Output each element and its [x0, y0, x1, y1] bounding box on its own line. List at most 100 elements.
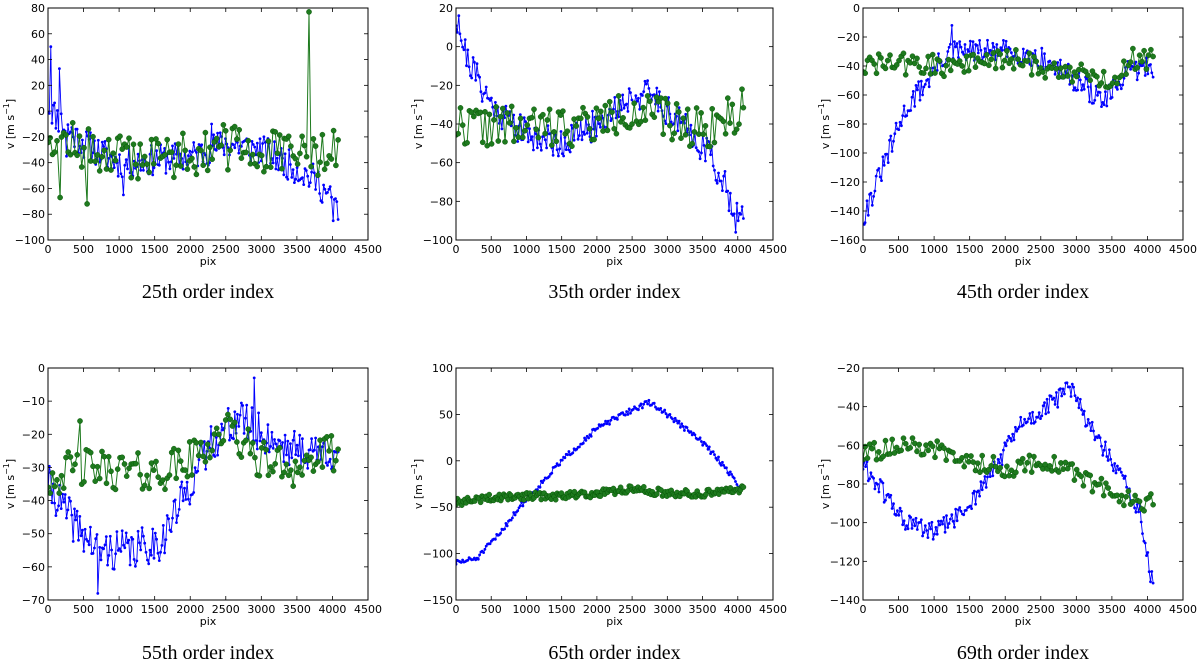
data-point-blue	[881, 481, 885, 485]
data-point-blue	[462, 48, 466, 52]
data-point-green	[292, 458, 299, 465]
data-point-green	[598, 108, 604, 115]
data-point-blue	[929, 527, 932, 531]
data-point-blue	[901, 523, 905, 527]
data-point-green	[729, 101, 736, 108]
data-point-green	[629, 121, 635, 127]
data-point-green	[153, 458, 159, 465]
data-point-blue	[237, 151, 241, 155]
data-point-green	[586, 126, 593, 132]
data-point-green	[986, 62, 992, 69]
x-tick-label: 4500	[1169, 243, 1197, 256]
data-point-blue	[1053, 403, 1057, 406]
data-point-green	[1150, 501, 1156, 508]
data-point-green	[470, 113, 477, 120]
y-tick-label: −40	[837, 401, 860, 414]
data-point-blue	[115, 530, 119, 533]
data-point-blue	[560, 152, 564, 156]
data-point-green	[153, 136, 159, 142]
x-tick-label: 3500	[283, 603, 311, 616]
data-point-blue	[214, 148, 218, 152]
data-point-blue	[1135, 78, 1139, 82]
data-point-blue	[563, 136, 567, 139]
data-point-blue	[1072, 88, 1075, 92]
data-point-blue	[294, 177, 298, 181]
data-point-green	[529, 114, 535, 121]
data-point-blue	[461, 45, 464, 49]
data-point-blue	[1039, 417, 1042, 420]
data-point-blue	[312, 448, 316, 452]
data-point-blue	[656, 109, 660, 113]
data-point-blue	[142, 534, 145, 538]
data-point-blue	[151, 173, 155, 177]
data-point-blue	[469, 74, 472, 78]
data-point-blue	[118, 547, 121, 550]
data-point-blue	[504, 522, 508, 525]
data-point-green	[956, 58, 963, 64]
data-point-green	[162, 486, 168, 493]
data-point-blue	[1114, 85, 1118, 89]
x-tick-label: 1500	[548, 243, 576, 256]
series-line-blue	[456, 15, 744, 233]
data-point-blue	[1061, 387, 1065, 391]
data-point-blue	[1119, 87, 1123, 91]
data-point-green	[1121, 58, 1127, 65]
y-tick-label: −20	[22, 428, 45, 441]
data-point-blue	[900, 124, 903, 128]
data-point-blue	[1092, 429, 1095, 433]
data-point-blue	[1078, 397, 1082, 401]
data-point-blue	[734, 480, 737, 483]
data-point-blue	[677, 419, 681, 423]
data-point-blue	[157, 163, 161, 167]
data-point-blue	[1122, 477, 1126, 480]
data-point-blue	[171, 144, 174, 148]
data-point-blue	[222, 153, 226, 157]
data-point-green	[691, 129, 698, 135]
data-point-green	[141, 153, 148, 160]
x-tick-label: 4000	[318, 603, 346, 616]
data-point-green	[333, 457, 339, 464]
data-point-green	[285, 472, 292, 479]
data-point-blue	[192, 141, 196, 144]
data-point-blue	[181, 167, 185, 171]
data-point-green	[941, 445, 947, 452]
y-axis-label: v [m s−1]	[2, 99, 17, 149]
data-point-blue	[522, 116, 526, 119]
data-point-blue	[253, 145, 257, 149]
data-point-blue	[479, 90, 483, 94]
data-point-blue	[1029, 421, 1033, 425]
data-point-green	[943, 62, 950, 69]
data-point-blue	[697, 150, 701, 154]
data-point-blue	[1033, 420, 1037, 424]
data-point-green	[992, 463, 999, 470]
y-tick-label: −40	[22, 495, 45, 508]
data-point-blue	[1090, 420, 1094, 424]
data-point-green	[671, 130, 678, 136]
data-point-blue	[1147, 570, 1151, 574]
data-point-green	[959, 454, 965, 461]
data-point-blue	[155, 149, 159, 153]
data-point-blue	[685, 426, 689, 429]
data-point-green	[335, 137, 341, 143]
data-point-blue	[274, 442, 278, 446]
data-point-green	[202, 458, 209, 465]
data-point-blue	[476, 557, 480, 561]
data-point-green	[495, 138, 502, 144]
data-point-blue	[1082, 409, 1086, 413]
data-point-blue	[576, 137, 580, 141]
x-tick-label: 3500	[1098, 243, 1126, 256]
data-point-blue	[59, 507, 63, 510]
data-point-blue	[1003, 441, 1007, 445]
data-point-blue	[1004, 39, 1008, 43]
data-point-blue	[1041, 404, 1045, 408]
data-point-blue	[992, 45, 996, 49]
data-point-green	[101, 147, 107, 154]
data-point-blue	[159, 550, 163, 554]
x-tick-label: 2000	[991, 603, 1019, 616]
data-point-blue	[1113, 462, 1117, 465]
data-point-blue	[886, 161, 890, 165]
data-point-green	[276, 444, 283, 451]
data-point-green	[297, 150, 303, 157]
x-tick-label: 1000	[512, 603, 540, 616]
data-point-blue	[1151, 75, 1155, 79]
